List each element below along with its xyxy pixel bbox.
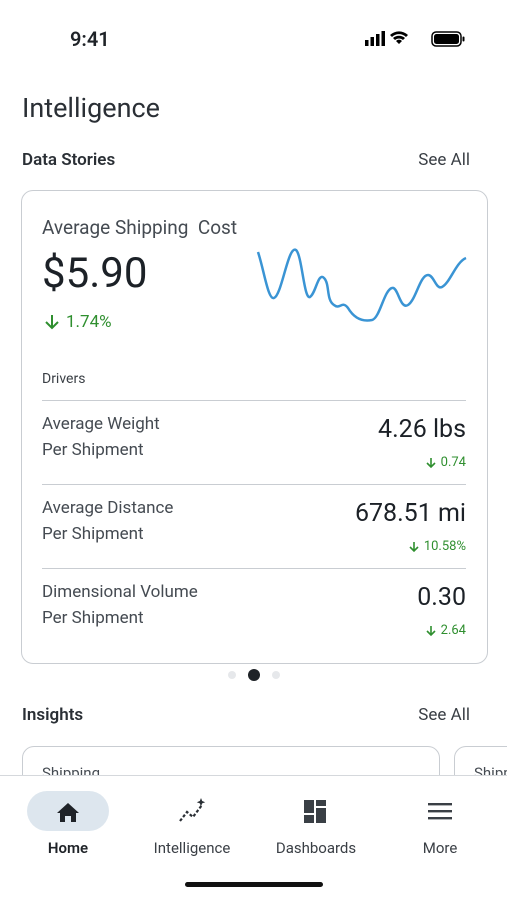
driver-value: 0.30 xyxy=(417,583,466,612)
divider xyxy=(42,484,466,485)
down-arrow-icon xyxy=(409,542,419,553)
driver-change: 10.58% xyxy=(423,539,466,554)
tab-label[interactable]: More xyxy=(422,839,458,857)
status-time: 9:41 xyxy=(70,27,110,51)
page-title: Intelligence xyxy=(22,92,160,124)
tab-label[interactable]: Intelligence xyxy=(153,839,231,857)
driver-value: 678.51 mi xyxy=(354,499,466,528)
driver-label: Average Distance xyxy=(42,498,174,518)
page-dots xyxy=(228,669,280,681)
down-arrow-icon xyxy=(426,626,436,637)
driver-value: 4.26 lbs xyxy=(378,415,466,444)
tab-label[interactable]: Dashboards xyxy=(275,839,357,857)
divider xyxy=(42,568,466,569)
down-arrow-icon xyxy=(45,315,59,330)
see-all-link[interactable]: See All xyxy=(418,150,470,170)
driver-label: Per Shipment xyxy=(42,440,144,460)
story-card[interactable] xyxy=(21,190,488,664)
section-title: Data Stories xyxy=(22,150,116,170)
tab-label[interactable]: Home xyxy=(47,839,89,857)
driver-label: Dimensional Volume xyxy=(42,582,198,602)
driver-label: Average Weight xyxy=(42,414,160,434)
card-value: $5.90 xyxy=(42,249,148,298)
driver-change: 2.64 xyxy=(440,623,466,638)
driver-change: 0.74 xyxy=(440,455,466,470)
see-all-link[interactable]: See All xyxy=(418,705,470,725)
driver-label: Per Shipment xyxy=(42,524,144,544)
card-change: 1.74% xyxy=(66,312,112,332)
driver-label: Per Shipment xyxy=(42,608,144,628)
tab-icons xyxy=(57,798,452,823)
divider xyxy=(42,400,466,401)
home-indicator xyxy=(185,882,323,887)
status-icons xyxy=(365,31,465,47)
section-title: Insights xyxy=(22,705,84,725)
card-title: Average Shipping Cost xyxy=(42,216,238,239)
drivers-label: Drivers xyxy=(42,371,86,387)
sparkline xyxy=(256,248,467,322)
down-arrow-icon xyxy=(426,458,436,469)
